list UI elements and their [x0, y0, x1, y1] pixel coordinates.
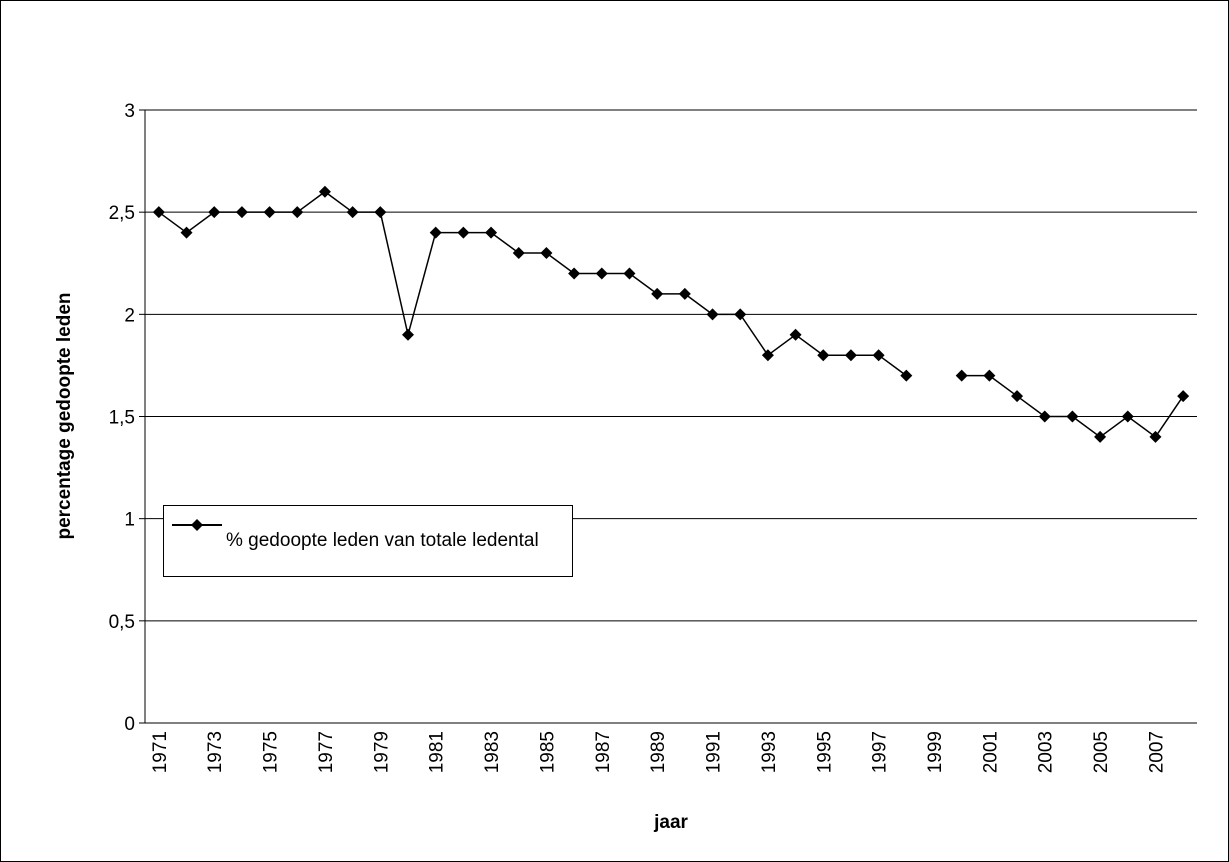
point-marker	[1038, 410, 1051, 423]
x-tick-label: 1987	[593, 731, 614, 773]
point-marker	[318, 185, 331, 198]
legend-swatch	[172, 519, 222, 531]
point-marker	[651, 287, 664, 300]
point-marker	[429, 226, 442, 239]
legend: % gedoopte leden van totale ledental	[163, 505, 573, 577]
point-marker	[152, 206, 165, 219]
point-marker	[1121, 410, 1134, 423]
x-axis-label: jaar	[653, 812, 688, 833]
x-tick-label: 1981	[427, 731, 448, 773]
point-marker	[706, 308, 719, 321]
x-tick-label: 1973	[205, 731, 226, 773]
y-tick-label: 1,5	[109, 408, 135, 429]
x-tick-label: 1989	[648, 731, 669, 773]
y-tick-label: 2	[124, 305, 135, 326]
point-marker	[208, 206, 221, 219]
point-marker	[983, 369, 996, 382]
point-marker	[789, 328, 802, 341]
point-marker	[900, 369, 913, 382]
legend-label: % gedoopte leden van totale ledental	[226, 530, 539, 551]
x-tick-label: 1977	[316, 731, 337, 773]
x-tick-label: 1995	[814, 731, 835, 773]
point-marker	[734, 308, 747, 321]
x-tick-label: 1997	[870, 731, 891, 773]
x-tick-label: 2003	[1036, 731, 1057, 773]
x-tick-label: 2007	[1146, 731, 1167, 773]
point-marker	[540, 247, 553, 260]
x-tick-label: 1971	[150, 731, 171, 773]
y-tick-label: 3	[124, 101, 135, 122]
point-marker	[817, 349, 830, 362]
point-marker	[568, 267, 581, 280]
point-marker	[291, 206, 304, 219]
x-tick-label: 2001	[980, 731, 1001, 773]
point-marker	[457, 226, 470, 239]
point-marker	[955, 369, 968, 382]
point-marker	[844, 349, 857, 362]
point-marker	[1066, 410, 1079, 423]
x-tick-label: 1993	[759, 731, 780, 773]
y-tick-label: 0,5	[109, 612, 135, 633]
point-marker	[872, 349, 885, 362]
point-marker	[1094, 430, 1107, 443]
point-marker	[1011, 390, 1024, 403]
point-marker	[374, 206, 387, 219]
point-marker	[235, 206, 248, 219]
point-marker	[512, 247, 525, 260]
point-marker	[346, 206, 359, 219]
x-tick-label: 1979	[371, 731, 392, 773]
point-marker	[623, 267, 636, 280]
point-marker	[1177, 390, 1190, 403]
point-marker	[402, 328, 414, 341]
x-tick-label: 1983	[482, 731, 503, 773]
y-axis-label: percentage gedoopte leden	[54, 292, 75, 539]
point-marker	[1149, 430, 1162, 443]
x-tick-label: 1999	[925, 731, 946, 773]
point-marker	[180, 226, 193, 239]
x-tick-label: 2005	[1091, 731, 1112, 773]
point-marker	[761, 349, 774, 362]
y-tick-label: 2,5	[109, 203, 135, 224]
x-tick-label: 1975	[261, 731, 282, 773]
point-marker	[263, 206, 276, 219]
point-marker	[678, 287, 691, 300]
y-tick-label: 1	[124, 510, 135, 531]
x-tick-label: 1985	[537, 731, 558, 773]
x-tick-label: 1991	[704, 731, 725, 773]
point-marker	[485, 226, 498, 239]
point-marker	[595, 267, 608, 280]
y-tick-label: 0	[124, 714, 135, 735]
